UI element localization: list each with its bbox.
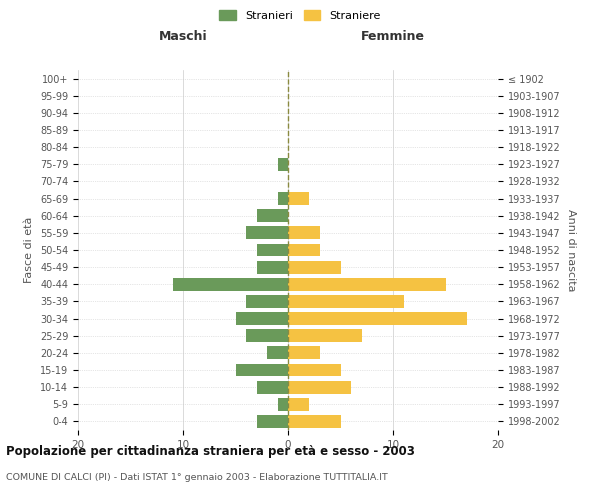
Bar (267, 346, 288, 360)
Bar (288, 244, 320, 256)
Bar (235, 364, 288, 376)
Bar (288, 346, 320, 360)
Text: Femmine: Femmine (361, 30, 425, 43)
Y-axis label: Fasce di età: Fasce di età (25, 217, 34, 283)
Bar (246, 330, 288, 342)
Bar (288, 295, 404, 308)
Bar (288, 192, 309, 205)
Bar (288, 312, 467, 325)
Bar (257, 260, 288, 274)
Bar (277, 398, 288, 410)
Bar (288, 226, 320, 239)
Bar (257, 415, 288, 428)
Text: Popolazione per cittadinanza straniera per età e sesso - 2003: Popolazione per cittadinanza straniera p… (6, 445, 415, 458)
Bar (246, 295, 288, 308)
Bar (288, 380, 351, 394)
Bar (277, 158, 288, 170)
Bar (277, 192, 288, 205)
Bar (257, 380, 288, 394)
Bar (257, 210, 288, 222)
Bar (288, 364, 341, 376)
Bar (246, 226, 288, 239)
Bar (288, 278, 445, 290)
Bar (235, 312, 288, 325)
Bar (288, 260, 341, 274)
Bar (173, 278, 288, 290)
Y-axis label: Anni di nascita: Anni di nascita (566, 209, 576, 291)
Bar (288, 330, 361, 342)
Bar (257, 244, 288, 256)
Text: Maschi: Maschi (158, 30, 208, 43)
Text: COMUNE DI CALCI (PI) - Dati ISTAT 1° gennaio 2003 - Elaborazione TUTTITALIA.IT: COMUNE DI CALCI (PI) - Dati ISTAT 1° gen… (6, 473, 388, 482)
Legend: Stranieri, Straniere: Stranieri, Straniere (215, 6, 385, 25)
Bar (288, 415, 341, 428)
Bar (288, 398, 309, 410)
